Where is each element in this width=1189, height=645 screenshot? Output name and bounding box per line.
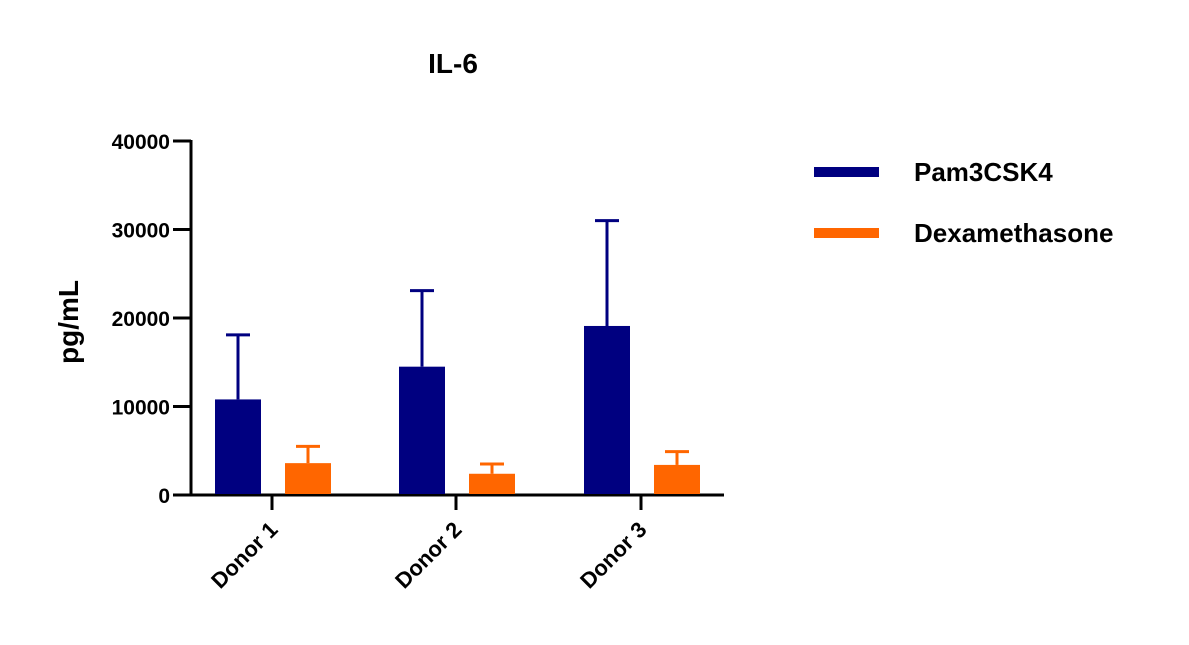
y-tick-label: 20000 xyxy=(112,308,170,331)
x-tick-label: Donor 3 xyxy=(575,517,651,593)
bar xyxy=(215,399,261,494)
bar xyxy=(399,366,445,494)
chart-title: IL-6 xyxy=(428,48,478,79)
y-tick-label: 30000 xyxy=(112,220,170,243)
x-tick-label: Donor 1 xyxy=(206,517,282,593)
legend: Pam3CSK4 Dexamethasone xyxy=(814,157,1113,248)
y-tick-label: 10000 xyxy=(112,397,170,420)
legend-swatch xyxy=(814,228,879,238)
bar xyxy=(285,463,331,494)
bar xyxy=(654,464,700,494)
y-axis-label: pg/mL xyxy=(53,280,84,364)
legend-swatch xyxy=(814,167,879,177)
legend-label: Dexamethasone xyxy=(914,218,1113,248)
x-tick-label: Donor 2 xyxy=(390,517,466,593)
axes: 0 10000 20000 30000 40000 Donor 1 Donor 2 Donor… xyxy=(112,131,724,593)
bar xyxy=(584,325,630,494)
y-tick-label: 0 xyxy=(158,485,170,508)
y-tick-label: 40000 xyxy=(112,131,170,154)
bar xyxy=(469,473,515,494)
legend-label: Pam3CSK4 xyxy=(914,157,1053,187)
bars xyxy=(215,219,700,494)
